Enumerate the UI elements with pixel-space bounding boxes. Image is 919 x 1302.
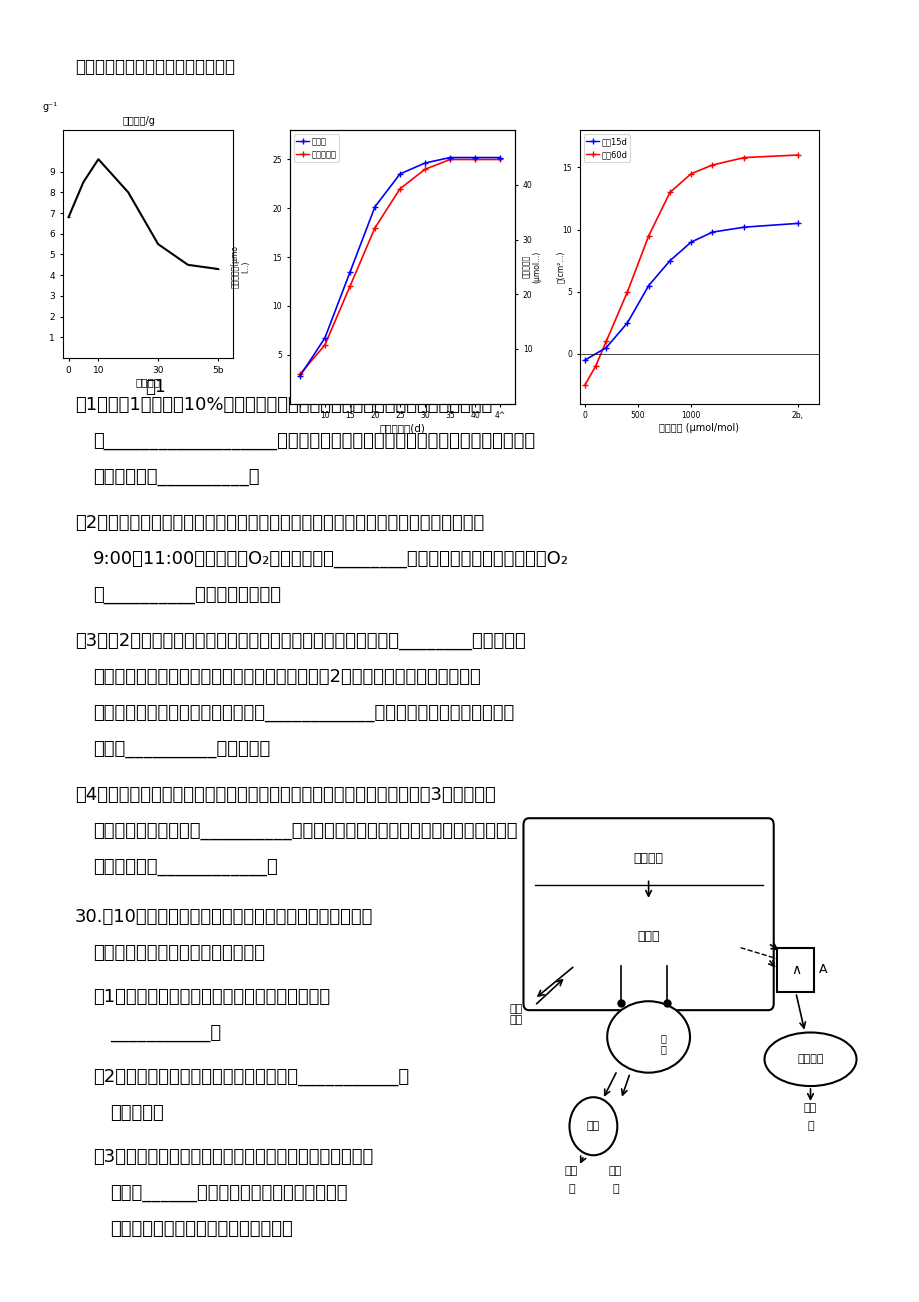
FancyBboxPatch shape bbox=[777, 948, 813, 992]
寒苹60d bbox=[791, 147, 802, 163]
Text: 激素: 激素 bbox=[608, 1165, 621, 1176]
Text: 净光合速率
(μmol...): 净光合速率 (μmol...) bbox=[521, 251, 541, 283]
寒苹60d bbox=[579, 378, 590, 393]
Text: 植株干重/g: 植株干重/g bbox=[122, 116, 154, 126]
寒苹15d bbox=[621, 315, 632, 331]
Legend: 寒苹15d, 寒苹60d: 寒苹15d, 寒苹60d bbox=[584, 134, 630, 161]
寒苹15d bbox=[579, 353, 590, 368]
寒苹60d bbox=[642, 228, 653, 243]
Text: 下丘脑: 下丘脑 bbox=[637, 930, 659, 943]
Text: 靶腺: 靶腺 bbox=[586, 1121, 599, 1131]
Text: g⁻¹: g⁻¹ bbox=[42, 102, 57, 112]
Text: 苹果叶片的光补偿点和__________因素有关。随着叶片的发育，寒富苹果果树对弱: 苹果叶片的光补偿点和__________因素有关。随着叶片的发育，寒富苹果果树对… bbox=[93, 822, 517, 840]
Text: （1）具有神经传导和激素分泌双重功能的器官是: （1）具有神经传导和激素分泌双重功能的器官是 bbox=[93, 988, 330, 1006]
Text: （1）据图1分析，与10%遮光处理相比，不遮光处理的植株干重较小，可能的原因: （1）据图1分析，与10%遮光处理相比，不遮光处理的植株干重较小，可能的原因 bbox=[75, 396, 492, 414]
Text: 净光合速率(μmo
l...): 净光合速率(μmo l...) bbox=[231, 245, 250, 289]
Ellipse shape bbox=[764, 1032, 856, 1086]
Text: （3）若甲模式中，靶腺为性腺，则中枢神经系统通过下丘: （3）若甲模式中，靶腺为性腺，则中枢神经系统通过下丘 bbox=[93, 1148, 373, 1167]
Text: 激素: 激素 bbox=[803, 1103, 816, 1113]
Line: 寒苹15d: 寒苹15d bbox=[581, 220, 800, 363]
Text: 展开和扩展，与叶片发育密切相关的____________逐渐减弱，二是光合结构逐渐: 展开和扩展，与叶片发育密切相关的____________逐渐减弱，二是光合结构逐… bbox=[93, 704, 514, 723]
Text: 图2: 图2 bbox=[404, 378, 425, 396]
寒苹60d bbox=[664, 185, 675, 201]
Text: 释
放: 释 放 bbox=[660, 1032, 665, 1055]
Text: 叶片发育的过程中，其净光合速率逐渐升高可能与2个因素相关，一是随着叶片的: 叶片发育的过程中，其净光合速率逐渐升高可能与2个因素相关，一是随着叶片的 bbox=[93, 668, 481, 686]
X-axis label: 遮光比例: 遮光比例 bbox=[135, 378, 160, 388]
Text: 是___________________。因此，在生产实践上为了保证寒富苹果的产量，应该: 是___________________。因此，在生产实践上为了保证寒富苹果的产… bbox=[93, 432, 535, 450]
寒苹15d bbox=[738, 219, 749, 234]
Text: A: A bbox=[818, 963, 827, 976]
Text: ∧: ∧ bbox=[789, 963, 800, 976]
Circle shape bbox=[569, 1098, 617, 1155]
寒苹60d bbox=[589, 358, 600, 374]
Text: （2）为探究叶片发育过程中的光合生产能力，净光合速率的测定最好选择晴好天气于: （2）为探究叶片发育过程中的光合生产能力，净光合速率的测定最好选择晴好天气于 bbox=[75, 514, 483, 533]
Text: 甲: 甲 bbox=[567, 1184, 574, 1194]
寒苹60d bbox=[621, 284, 632, 299]
Text: 叶(cm²...): 叶(cm²...) bbox=[555, 251, 564, 283]
Text: （4）光补偿点是指当光合作用强度等于呼吸作用强度时的光照强度。由图3可知，寒富: （4）光补偿点是指当光合作用强度等于呼吸作用强度时的光照强度。由图3可知，寒富 bbox=[75, 786, 495, 805]
Text: 内分泌腺: 内分泌腺 bbox=[797, 1055, 823, 1064]
Text: 种模式，如图所示。据图分析回答：: 种模式，如图所示。据图分析回答： bbox=[93, 944, 265, 962]
Text: 图1: 图1 bbox=[144, 378, 165, 396]
Text: 激素: 激素 bbox=[564, 1165, 577, 1176]
Text: 的__________衡量净光合速率。: 的__________衡量净光合速率。 bbox=[93, 586, 280, 604]
Text: 乙: 乙 bbox=[611, 1184, 618, 1194]
Text: 光的利用能力____________。: 光的利用能力____________。 bbox=[93, 858, 278, 876]
寒苹15d bbox=[791, 216, 802, 232]
寒苹60d bbox=[600, 333, 611, 349]
寒苹15d bbox=[685, 234, 696, 250]
Text: 丙: 丙 bbox=[806, 1121, 813, 1131]
寒苹15d bbox=[706, 224, 717, 240]
Text: 血管
垂体: 血管 垂体 bbox=[509, 1004, 522, 1026]
Text: 图3: 图3 bbox=[739, 378, 759, 396]
寒苹15d bbox=[664, 253, 675, 268]
Text: 脑分泌______到达垂体，调节垂体某激素的分: 脑分泌______到达垂体，调节垂体某激素的分 bbox=[110, 1184, 347, 1202]
Text: 完善，__________逐渐增强。: 完善，__________逐渐增强。 bbox=[93, 740, 270, 758]
Line: 寒苹60d: 寒苹60d bbox=[581, 151, 800, 388]
Text: （3）图2显示，萌芽后，叶面积在一段时间内不断扩大，这是细胞________的结果。在: （3）图2显示，萌芽后，叶面积在一段时间内不断扩大，这是细胞________的结… bbox=[75, 631, 525, 650]
Ellipse shape bbox=[607, 1001, 689, 1073]
Text: （2）抗利尿激素对尿量的调节是通过图中___________模: （2）抗利尿激素对尿量的调节是通过图中___________模 bbox=[93, 1068, 409, 1086]
寒苹60d bbox=[685, 165, 696, 181]
Text: 泌，进而再影响和调节性激素的分泌。: 泌，进而再影响和调节性激素的分泌。 bbox=[110, 1220, 292, 1238]
X-axis label: 萌芽后时间(d): 萌芽后时间(d) bbox=[380, 423, 425, 434]
Text: 9:00～11:00左右测定。O₂是光合作用的________阶段的产物，可根据单位时间O₂: 9:00～11:00左右测定。O₂是光合作用的________阶段的产物，可根据… bbox=[93, 549, 568, 568]
Legend: 叶面积, 净光合速率: 叶面积, 净光合速率 bbox=[294, 134, 338, 161]
寒苹15d bbox=[600, 340, 611, 355]
Text: ___________。: ___________。 bbox=[110, 1023, 221, 1042]
Text: 式进行的。: 式进行的。 bbox=[110, 1104, 164, 1122]
Text: 30.（10分）神经系统对内分泌功能的调节有甲、乙、丙三: 30.（10分）神经系统对内分泌功能的调节有甲、乙、丙三 bbox=[75, 907, 373, 926]
Text: 采取的措施是__________。: 采取的措施是__________。 bbox=[93, 467, 259, 486]
寒苹15d bbox=[642, 277, 653, 293]
Text: 大脑皮层: 大脑皮层 bbox=[633, 852, 663, 865]
Text: 扣除呼吸作用量等于净光合作用量）: 扣除呼吸作用量等于净光合作用量） bbox=[75, 59, 234, 76]
寒苹60d bbox=[706, 158, 717, 173]
寒苹60d bbox=[738, 150, 749, 165]
FancyBboxPatch shape bbox=[523, 818, 773, 1010]
X-axis label: 光照强度 (μmol/mol): 光照强度 (μmol/mol) bbox=[659, 423, 738, 434]
